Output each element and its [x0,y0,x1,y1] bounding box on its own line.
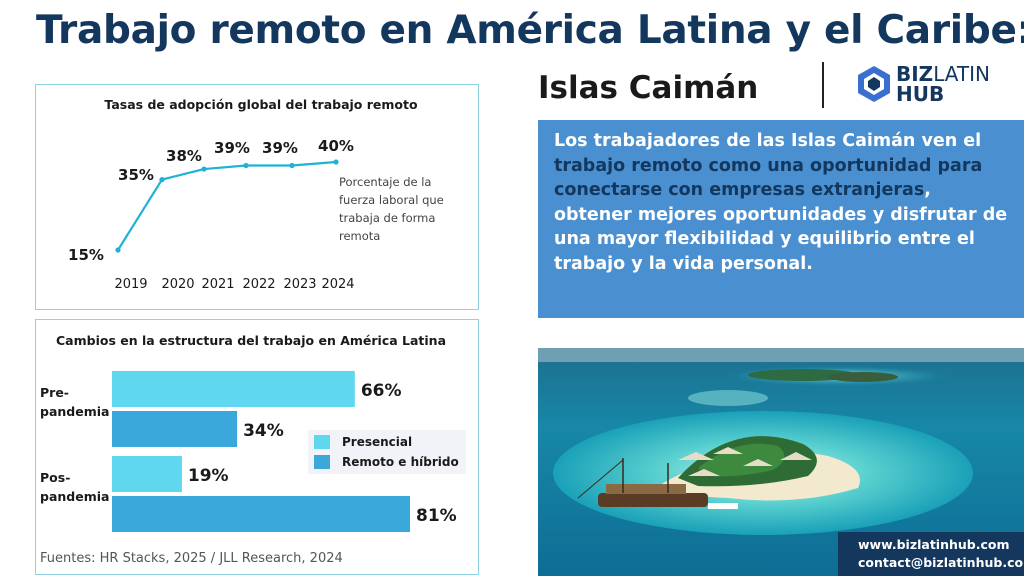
x-tick-label: 2021 [201,277,234,292]
legend-label: Remoto e híbrido [342,455,459,469]
logo-mark-icon [858,66,890,102]
header-divider [822,62,824,108]
bar [112,371,355,407]
data-point [115,247,121,253]
legend-box [308,430,466,474]
x-tick-label: 2019 [114,277,147,292]
main-title: Trabajo remoto en América Latina y el Ca… [36,8,1024,53]
data-label: 39% [214,139,250,157]
quote-box: Los trabajadores de las Islas Caimán ven… [538,120,1024,318]
data-point [333,159,339,165]
island-photo [538,348,1024,576]
category-label: pandemia [40,489,109,504]
contact-website-link[interactable]: www.bizlatinhub.com [858,537,1010,552]
data-label: 39% [262,139,298,157]
bar-chart-panel: Cambios en la estructura del trabajo en … [35,319,479,575]
bar-value-label: 34% [243,421,284,441]
bar-value-label: 19% [188,466,229,486]
island-photo-illustration [538,348,1024,576]
data-point [289,162,295,169]
source-note: Fuentes: HR Stacks, 2025 / JLL Research,… [40,551,343,566]
data-point [159,177,165,183]
legend-label: Presencial [342,435,412,449]
data-label: 38% [166,147,202,165]
data-label: 40% [318,137,354,155]
x-tick-label: 2020 [161,277,194,292]
bar [112,496,410,532]
line-chart-title: Tasas de adopción global del trabajo rem… [104,97,418,112]
bar [112,456,182,492]
x-tick-label: 2023 [283,277,316,292]
line-chart: Tasas de adopción global del trabajo rem… [68,97,444,292]
data-point [201,166,207,172]
annotation-text: Porcentaje de la [339,175,431,189]
category-label: pandemia [40,404,109,419]
legend-swatch [314,455,330,469]
legend-swatch [314,435,330,449]
category-label: Pos- [40,470,70,485]
series-line [117,160,337,251]
bar-chart-title: Cambios en la estructura del trabajo en … [56,333,446,348]
logo-text-line1: BIZLATIN [896,62,990,86]
data-label: 35% [118,166,154,184]
category-label: Pre- [40,385,69,400]
bar-value-label: 81% [416,506,457,526]
logo-text-line2: HUB [896,82,945,106]
data-label: 15% [68,246,104,264]
annotation-text: remota [339,229,380,243]
quote-text: Los trabajadores de las Islas Caimán ven… [554,131,1008,274]
bar-chart: Cambios en la estructura del trabajo en … [40,333,466,532]
x-tick-label: 2022 [242,277,275,292]
quote-highlight: trabajo remoto como una oportunidad para… [554,155,983,201]
x-tick-label: 2024 [321,277,354,292]
contact-email-link[interactable]: contact@bizlatinhub.com [858,555,1024,570]
bar [112,411,238,447]
subtitle: Islas Caimán [538,70,759,106]
contact-box: www.bizlatinhub.com contact@bizlatinhub.… [838,532,1024,576]
line-chart-panel: Tasas de adopción global del trabajo rem… [35,84,479,310]
annotation-text: fuerza laboral que [339,193,444,207]
data-point [243,162,249,169]
annotation-text: trabaja de forma [339,211,435,225]
bar-value-label: 66% [361,381,402,401]
bizlatinhub-logo: BIZLATIN HUB [856,62,996,106]
